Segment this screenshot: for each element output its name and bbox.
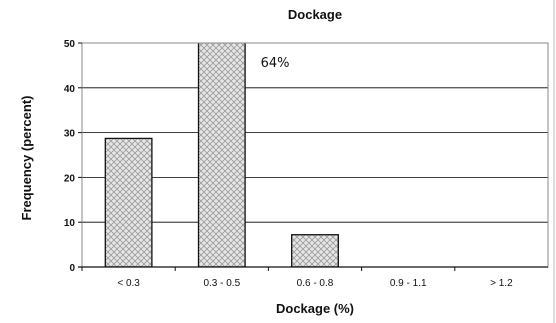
- x-tick-label: > 1.2: [490, 278, 513, 289]
- bar: [291, 234, 339, 267]
- y-tick-label: 50: [64, 39, 76, 50]
- x-axis-label: Dockage (%): [276, 301, 354, 316]
- chart-title: Dockage: [288, 7, 342, 22]
- y-tick-label: 40: [64, 84, 76, 95]
- x-tick-label: < 0.3: [117, 278, 140, 289]
- bar: [197, 43, 246, 267]
- bars: [104, 43, 339, 267]
- y-tick-label: 0: [69, 263, 75, 274]
- bar-value-annotation: 64%: [261, 56, 290, 71]
- x-tick-label: 0.9 - 1.1: [390, 278, 427, 289]
- y-tick-label: 30: [64, 129, 76, 140]
- y-axis-ticks: 0 10 20 30 40 50: [64, 39, 82, 274]
- y-tick-label: 20: [64, 173, 76, 184]
- bar: [104, 137, 153, 267]
- x-axis-ticks: < 0.3 0.3 - 0.5 0.6 - 0.8 0.9 - 1.1 > 1.2: [78, 266, 548, 289]
- y-tick-label: 10: [64, 218, 76, 229]
- x-tick-label: 0.6 - 0.8: [297, 278, 334, 289]
- y-axis-label: Frequency (percent): [19, 96, 34, 221]
- x-tick-label: 0.3 - 0.5: [203, 278, 240, 289]
